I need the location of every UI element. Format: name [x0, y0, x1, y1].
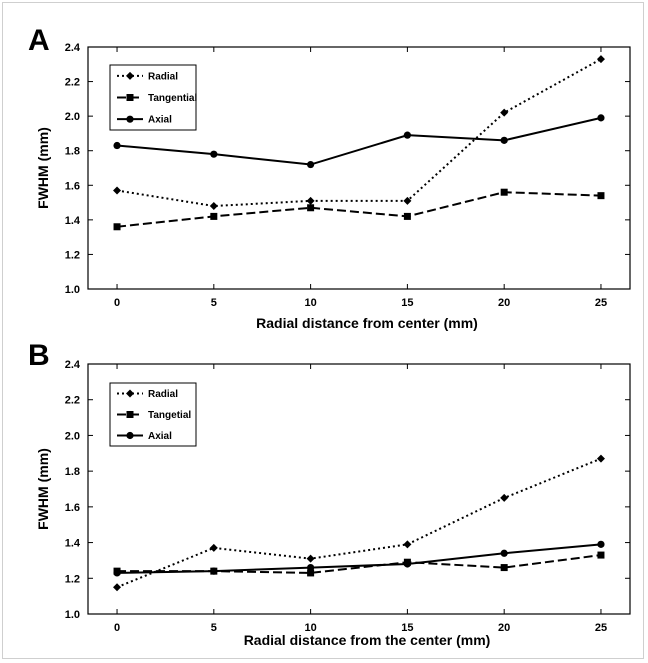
data-point: [500, 549, 508, 557]
legend-label: Radial: [148, 389, 178, 400]
x-tick-label: 25: [595, 622, 607, 634]
data-point: [596, 55, 605, 64]
legend-swatch-marker: [126, 431, 134, 440]
y-tick-label: 1.2: [65, 249, 80, 261]
data-point: [500, 108, 509, 117]
series-radial: [113, 55, 605, 211]
data-point: [403, 131, 411, 139]
data-point: [209, 543, 218, 552]
x-tick-label: 20: [498, 622, 510, 634]
data-point: [307, 204, 315, 212]
x-tick-label: 5: [211, 297, 217, 309]
y-tick-label: 2.4: [65, 359, 81, 371]
legend: Radial Tangetial Axial: [109, 382, 197, 447]
data-point: [597, 540, 605, 548]
series-radial: [113, 454, 605, 592]
x-tick-label: 10: [304, 622, 316, 634]
chart-panel-a: A 1.0 1.2 1.4 1.6 1.8 2.0 2.2 2.4 0 5 10 15 20 25 Radia…: [28, 24, 631, 331]
series-axial: [113, 114, 605, 169]
y-axis-label: FWHM (mm): [35, 448, 51, 530]
data-point: [210, 212, 218, 220]
x-axis-label: Radial distance from the center (mm): [244, 632, 491, 648]
y-tick-label: 1.8: [65, 466, 80, 478]
y-tick-label: 1.0: [65, 284, 80, 296]
y-tick-label: 1.6: [65, 502, 80, 514]
data-point: [500, 188, 508, 196]
data-point: [597, 114, 605, 122]
data-point: [113, 583, 122, 592]
series-tangential: [113, 188, 605, 231]
plot-area: [87, 363, 631, 615]
legend-swatch-marker: [126, 411, 134, 418]
y-tick-label: 1.4: [65, 215, 81, 227]
data-point: [403, 560, 411, 568]
legend-label: Axial: [148, 115, 172, 126]
data-point: [403, 196, 412, 205]
y-tick-label: 2.0: [65, 111, 80, 123]
data-point: [113, 569, 121, 577]
data-point: [403, 540, 412, 549]
data-point: [596, 454, 605, 463]
series-line: [117, 554, 602, 574]
legend-swatch-marker: [126, 115, 134, 123]
data-point: [500, 136, 508, 144]
data-point: [113, 141, 121, 150]
legend-swatch-marker: [126, 389, 134, 398]
data-point: [500, 564, 508, 572]
panel-label: B: [28, 339, 50, 372]
y-tick-label: 1.6: [65, 180, 80, 192]
legend-label: Tangential: [148, 93, 197, 104]
legend-label: Radial: [148, 71, 178, 82]
x-tick-label: 25: [595, 297, 607, 309]
data-point: [597, 551, 605, 559]
x-tick-label: 5: [211, 622, 217, 634]
y-tick-label: 2.0: [65, 430, 80, 442]
data-point: [209, 202, 218, 211]
x-tick-label: 0: [114, 297, 120, 309]
x-axis-label: Radial distance from center (mm): [256, 315, 478, 331]
data-point: [307, 569, 315, 577]
data-point: [210, 567, 218, 575]
y-tick-label: 2.2: [65, 395, 80, 407]
series-line: [116, 116, 602, 166]
x-tick-label: 0: [114, 622, 120, 634]
y-tick-label: 2.2: [65, 77, 80, 89]
x-tick-label: 15: [401, 622, 413, 634]
legend-swatch-marker: [126, 94, 134, 101]
y-tick-label: 1.4: [65, 538, 81, 550]
legend-label: Tangetial: [148, 410, 191, 421]
series-axial: [113, 540, 605, 577]
y-axis-label: FWHM (mm): [35, 127, 51, 209]
series-line: [116, 58, 602, 208]
series-line: [117, 543, 602, 574]
series-line: [116, 191, 601, 228]
legend-swatch-marker: [126, 71, 134, 80]
y-tick-label: 1.8: [65, 146, 80, 158]
plot-area: [87, 46, 631, 290]
y-tick-label: 1.0: [65, 609, 80, 621]
data-point: [113, 186, 122, 195]
x-tick-label: 10: [304, 297, 316, 309]
y-tick-label: 1.2: [65, 573, 80, 585]
panel-label: A: [28, 24, 50, 57]
data-point: [307, 160, 315, 169]
data-point: [306, 554, 315, 563]
x-tick-label: 15: [401, 297, 413, 309]
data-point: [500, 493, 509, 502]
data-point: [113, 223, 121, 231]
data-point: [306, 196, 315, 205]
data-point: [403, 212, 411, 220]
data-point: [597, 192, 605, 200]
legend: Radial Tangential Axial: [109, 64, 197, 131]
data-point: [210, 150, 218, 158]
y-tick-label: 2.4: [65, 42, 81, 54]
data-point: [307, 563, 315, 572]
series-tangetial: [113, 551, 605, 577]
series-line: [116, 457, 602, 589]
legend-label: Axial: [148, 431, 172, 442]
x-tick-label: 20: [498, 297, 510, 309]
chart-panel-b: B 1.0 1.2 1.4 1.6 1.8 2.0 2.2 2.4 0 5 10 15 20 25 Radia…: [28, 339, 631, 648]
